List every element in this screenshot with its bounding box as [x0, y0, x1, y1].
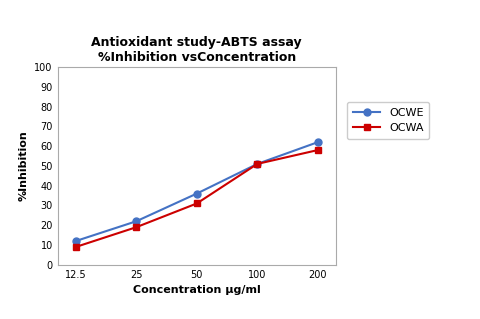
OCWE [73, 239, 79, 243]
Y-axis label: %Inhibition: %Inhibition [19, 130, 29, 201]
OCWE [254, 162, 260, 166]
X-axis label: Concentration μg/ml: Concentration μg/ml [133, 285, 261, 295]
OCWA [254, 162, 260, 166]
OCWA [315, 148, 321, 152]
Legend: OCWE, OCWA: OCWE, OCWA [347, 102, 430, 139]
Line: OCWE: OCWE [72, 139, 321, 244]
OCWE [194, 192, 200, 196]
OCWA [133, 225, 139, 229]
OCWE [133, 219, 139, 223]
OCWA [194, 202, 200, 205]
Line: OCWA: OCWA [72, 147, 321, 250]
OCWE [315, 140, 321, 144]
OCWA [73, 245, 79, 249]
Title: Antioxidant study-ABTS assay
%Inhibition vsConcentration: Antioxidant study-ABTS assay %Inhibition… [92, 36, 302, 64]
